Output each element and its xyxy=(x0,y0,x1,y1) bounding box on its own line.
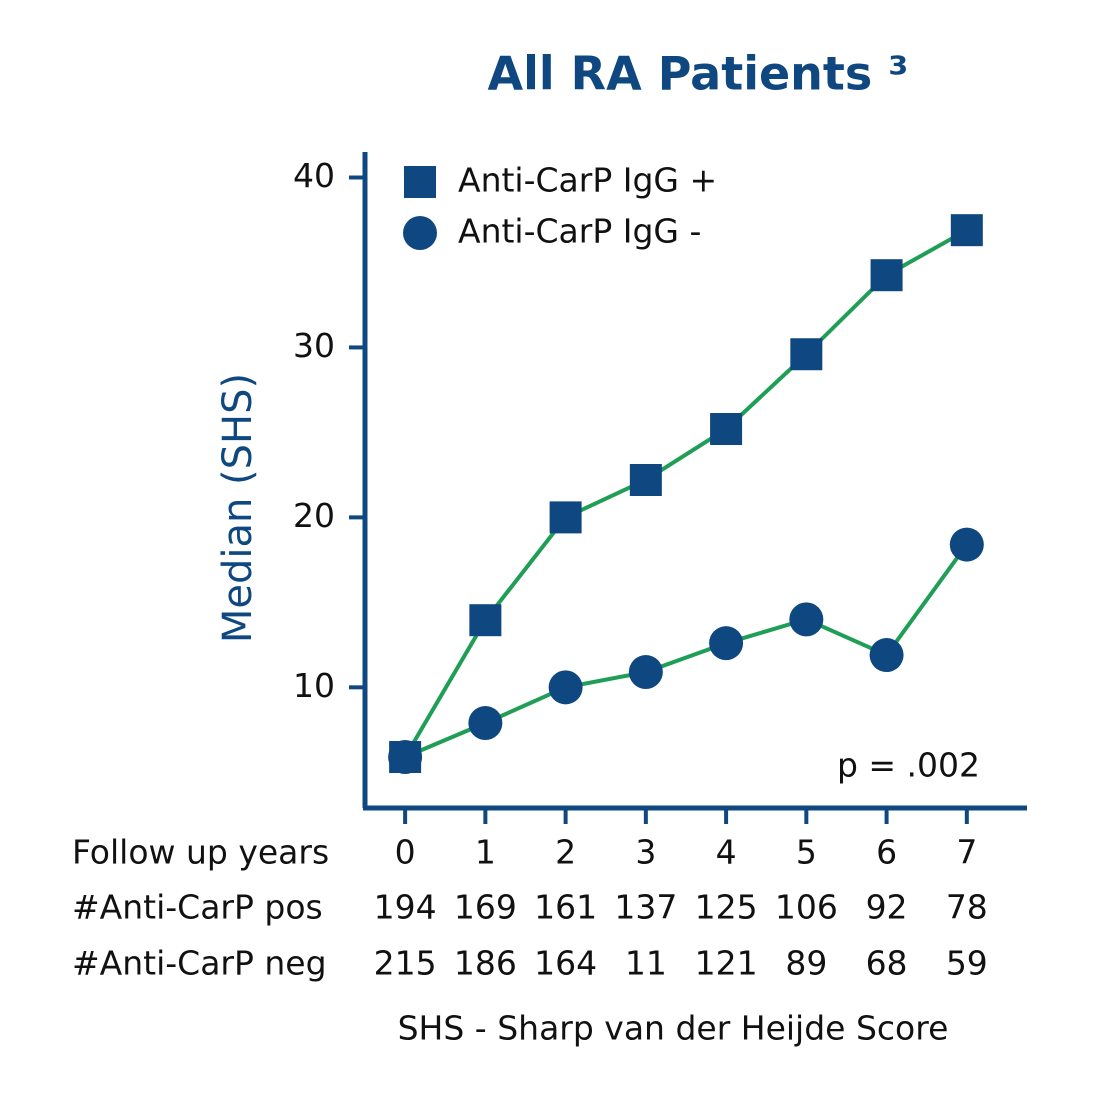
chart-title: All RA Patients ³ xyxy=(488,47,909,101)
data-point xyxy=(709,626,744,661)
data-point xyxy=(629,464,662,496)
data-point xyxy=(790,338,823,371)
footnote: SHS - Sharp van der Heijde Score xyxy=(398,1009,949,1048)
count-value: 215 xyxy=(374,944,437,983)
y-tick-label: 10 xyxy=(293,666,335,705)
count-row-label: #Anti-CarP neg xyxy=(72,944,327,983)
y-axis-label: Median (SHS) xyxy=(215,373,261,643)
count-value: 164 xyxy=(534,944,597,983)
count-value: 161 xyxy=(534,888,597,927)
data-point xyxy=(628,655,663,690)
count-value: 78 xyxy=(946,888,988,927)
count-value: 125 xyxy=(695,888,758,927)
x-tick-label: 2 xyxy=(555,833,576,872)
count-value: 92 xyxy=(866,888,908,927)
data-point xyxy=(870,259,903,292)
count-value: 186 xyxy=(454,944,517,983)
x-tick-label: 4 xyxy=(716,833,737,872)
count-value: 59 xyxy=(946,944,988,983)
annotation: p = .002 xyxy=(837,746,980,785)
count-row-label: #Anti-CarP pos xyxy=(72,888,323,927)
data-point xyxy=(548,670,583,705)
x-tick-label: 7 xyxy=(956,833,977,872)
count-value: 89 xyxy=(785,944,827,983)
data-point xyxy=(789,602,824,637)
x-axis-label: Follow up years xyxy=(72,833,329,872)
legend-marker xyxy=(403,216,437,250)
legend-label: Anti-CarP IgG - xyxy=(458,212,701,251)
count-value: 106 xyxy=(775,888,838,927)
data-point xyxy=(388,740,423,775)
x-tick-label: 5 xyxy=(796,833,817,872)
data-point xyxy=(710,413,743,446)
data-point xyxy=(468,706,503,741)
count-value: 11 xyxy=(625,944,667,983)
count-value: 68 xyxy=(866,944,908,983)
count-value: 169 xyxy=(454,888,517,927)
x-tick-label: 6 xyxy=(876,833,897,872)
count-value: 121 xyxy=(695,944,758,983)
legend-label: Anti-CarP IgG + xyxy=(458,161,717,200)
data-point xyxy=(549,501,582,534)
x-tick-label: 1 xyxy=(475,833,496,872)
count-value: 194 xyxy=(374,888,437,927)
data-point xyxy=(949,527,984,562)
y-tick-label: 40 xyxy=(293,156,335,195)
data-point xyxy=(869,638,904,673)
count-value: 137 xyxy=(614,888,677,927)
y-tick-label: 30 xyxy=(293,326,335,365)
x-tick-label: 3 xyxy=(635,833,656,872)
data-point xyxy=(950,214,983,247)
series-line xyxy=(403,228,968,759)
y-tick-label: 20 xyxy=(293,496,335,535)
data-point xyxy=(469,604,502,637)
x-tick-label: 0 xyxy=(395,833,416,872)
legend-marker xyxy=(404,166,436,198)
